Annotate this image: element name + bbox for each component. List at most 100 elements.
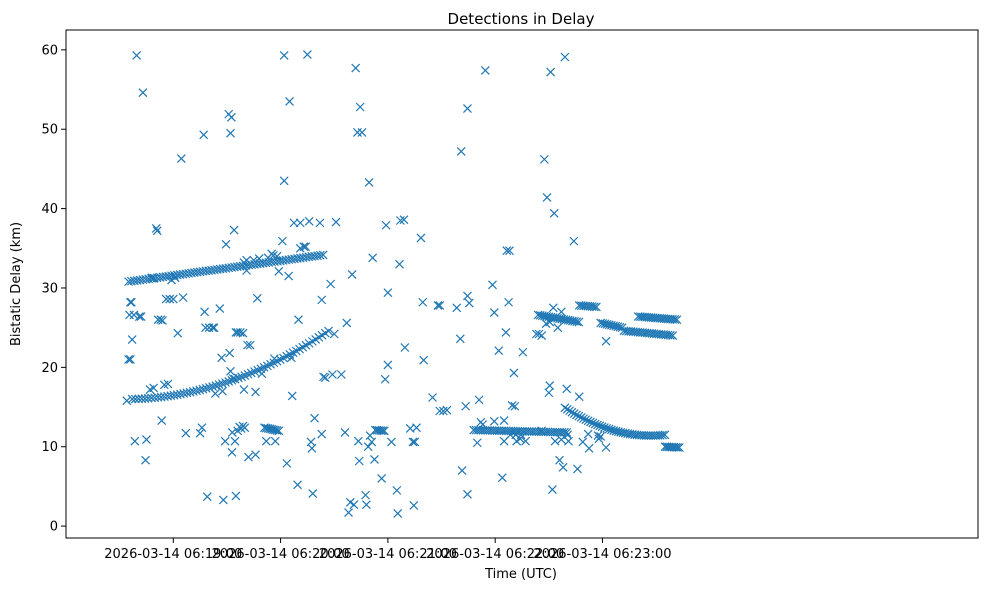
- detection-point: [672, 315, 682, 325]
- detection-point: [319, 372, 328, 382]
- detection-point: [521, 436, 531, 446]
- detection-point: [567, 407, 577, 417]
- detection-point: [537, 331, 547, 341]
- detection-point: [265, 424, 275, 434]
- detection-point: [202, 492, 212, 502]
- detection-point: [435, 406, 445, 416]
- detection-point: [581, 415, 591, 425]
- detection-point: [210, 389, 220, 398]
- detection-point: [383, 360, 393, 370]
- detection-point: [208, 382, 218, 391]
- detection-point: [149, 383, 159, 393]
- detection-point: [408, 437, 418, 447]
- detection-point: [576, 413, 586, 422]
- detection-point: [240, 423, 250, 433]
- detection-point: [442, 405, 452, 415]
- detection-point: [122, 396, 132, 406]
- detection-point: [377, 474, 387, 483]
- detection-point: [387, 437, 396, 447]
- data-points: [122, 50, 684, 518]
- detection-point: [227, 428, 237, 437]
- detection-point: [497, 473, 507, 483]
- detection-point: [125, 354, 135, 364]
- detection-point: [455, 334, 465, 344]
- detection-point: [295, 218, 305, 228]
- detection-point: [318, 250, 328, 260]
- y-tick-label: 40: [41, 202, 58, 217]
- detection-point: [329, 329, 339, 339]
- detection-point: [231, 327, 241, 337]
- detection-point: [134, 312, 144, 321]
- x-tick-label: 2026-03-14 06:21:00: [319, 547, 457, 562]
- detection-point: [565, 406, 574, 416]
- detection-point: [502, 246, 512, 256]
- detection-point: [127, 394, 137, 404]
- detection-point: [505, 246, 514, 256]
- detection-point: [553, 323, 563, 333]
- detection-point: [125, 297, 135, 307]
- detection-point: [274, 426, 284, 436]
- detection-point: [392, 485, 402, 495]
- detection-point: [673, 443, 683, 452]
- detection-point: [228, 374, 238, 383]
- detection-point: [199, 130, 209, 140]
- detection-point: [542, 193, 552, 202]
- detection-point: [461, 401, 471, 411]
- detection-point: [224, 377, 234, 386]
- detection-point: [574, 411, 584, 421]
- detection-point: [583, 429, 593, 439]
- detection-point: [198, 384, 208, 394]
- detection-point: [286, 353, 296, 363]
- detection-point: [138, 88, 148, 98]
- detection-point: [668, 331, 678, 340]
- detection-point: [270, 436, 280, 446]
- detection-point: [336, 370, 346, 379]
- detection-point: [361, 500, 371, 510]
- detection-point: [347, 270, 357, 279]
- detection-point: [217, 353, 227, 363]
- detection-point: [301, 242, 311, 252]
- y-axis-label: Bistatic Delay (km): [9, 222, 24, 346]
- detection-point: [545, 381, 555, 391]
- detection-point: [324, 326, 333, 336]
- detection-point: [261, 436, 271, 446]
- detection-point: [320, 373, 330, 383]
- detection-point: [591, 302, 601, 312]
- detection-point: [562, 428, 572, 437]
- detection-point: [438, 406, 448, 416]
- detection-point: [342, 318, 352, 328]
- detection-point: [260, 423, 269, 433]
- detection-point: [590, 419, 600, 429]
- detection-point: [200, 307, 210, 317]
- detection-point: [267, 424, 277, 434]
- detection-point: [531, 329, 541, 339]
- detection-point: [226, 112, 236, 122]
- detection-point: [464, 298, 474, 308]
- detection-point: [489, 308, 499, 317]
- detection-point: [141, 455, 151, 465]
- detection-point: [261, 423, 271, 433]
- detection-point: [596, 431, 606, 441]
- detection-point: [315, 250, 325, 260]
- detection-point: [474, 395, 484, 405]
- detection-point: [249, 255, 259, 265]
- detection-point: [573, 464, 582, 474]
- detection-point: [201, 323, 210, 333]
- detection-point: [132, 50, 142, 60]
- detection-point: [307, 443, 317, 453]
- detection-point: [226, 366, 235, 376]
- detection-point: [279, 50, 289, 60]
- detection-point: [399, 215, 409, 225]
- detection-point: [428, 393, 438, 402]
- detection-point: [658, 430, 667, 440]
- detection-point: [211, 381, 221, 391]
- detection-point: [556, 435, 566, 444]
- detection-point: [472, 438, 482, 448]
- detection-point: [589, 302, 599, 312]
- detection-point: [215, 304, 225, 314]
- detection-point: [218, 495, 228, 505]
- detection-point: [509, 368, 519, 378]
- detection-point: [416, 233, 426, 243]
- detection-point: [501, 327, 511, 337]
